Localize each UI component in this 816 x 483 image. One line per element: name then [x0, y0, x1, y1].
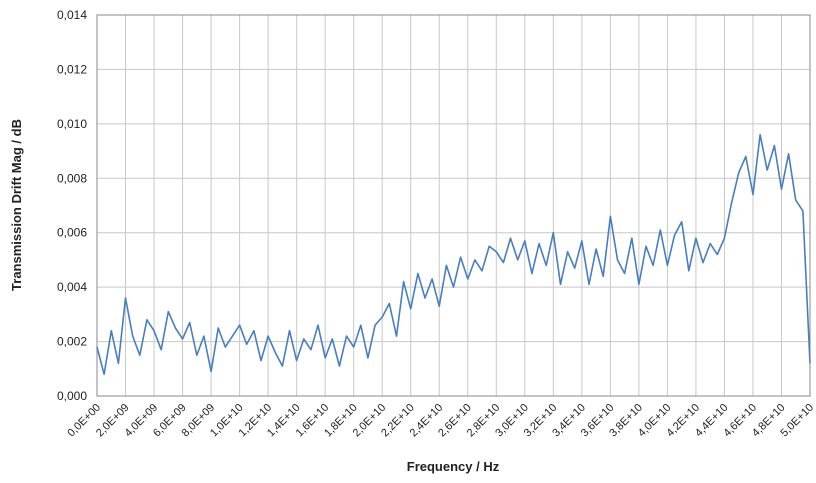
- y-tick-label: 0,006: [57, 226, 87, 240]
- y-axis-title: Transmission Drift Mag / dB: [9, 119, 24, 291]
- y-tick-label: 0,002: [57, 335, 87, 349]
- y-tick-label: 0,010: [57, 117, 87, 131]
- plot-area-frame: [96, 14, 811, 397]
- gridlines: [96, 14, 811, 397]
- series-line: [96, 133, 811, 375]
- y-tick-label: 0,004: [57, 280, 87, 294]
- y-axis-ticks: 0,000 0,002 0,004 0,006 0,008 0,010 0,012 0,014: [57, 8, 87, 403]
- y-tick-label: 0,000: [57, 389, 87, 403]
- y-tick-label: 0,012: [57, 62, 87, 76]
- x-axis-title: Frequency / Hz: [407, 459, 500, 474]
- y-tick-label: 0,008: [57, 171, 87, 185]
- x-axis-ticks: 0,0E+002,0E+094,0E+096,0E+098,0E+091,0E+…: [65, 402, 816, 440]
- y-tick-label: 0,014: [57, 8, 87, 22]
